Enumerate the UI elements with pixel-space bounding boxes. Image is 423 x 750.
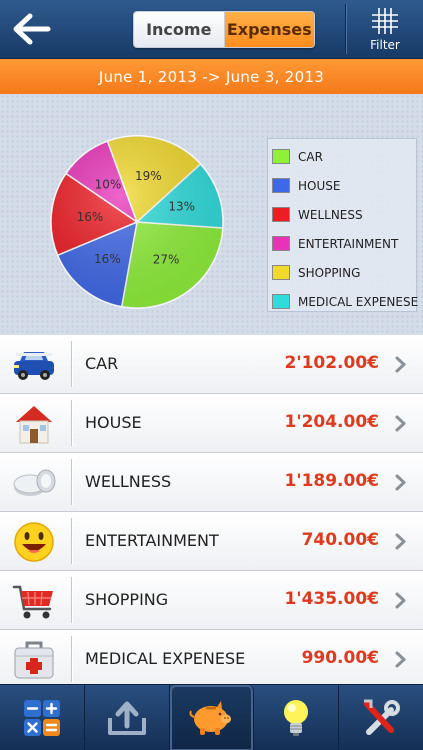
income-segment[interactable]: Income — [134, 12, 225, 47]
pie-label-entertainment: 10% — [95, 178, 122, 192]
category-row-shopping[interactable]: SHOPPING 1'435.00€ — [0, 571, 423, 630]
category-label: MEDICAL EXPENESE — [85, 649, 246, 668]
category-amount: 2'102.00€ — [284, 353, 379, 373]
category-label: SHOPPING — [85, 590, 169, 609]
category-row-car[interactable]: CAR 2'102.00€ — [0, 335, 423, 394]
tab-settings[interactable] — [339, 685, 423, 750]
chevron-right-icon — [395, 474, 406, 491]
pie-chart: 27% 16% 16% 10% 19% 13% — [50, 135, 224, 309]
smiley-icon — [10, 520, 58, 564]
filter-button[interactable]: Filter — [350, 4, 420, 56]
category-amount: 740.00€ — [301, 530, 379, 550]
legend-entry-wellness: WELLNESS — [272, 200, 416, 229]
legend-entry-medical-expenese: MEDICAL EXPENESE — [272, 287, 419, 316]
legend-entry-shopping: SHOPPING — [272, 258, 416, 287]
legend-swatch — [272, 294, 290, 309]
lightbulb-icon — [284, 700, 309, 736]
piggy-bank-icon — [189, 701, 232, 735]
row-divider — [71, 341, 72, 387]
category-amount: 1'189.00€ — [284, 471, 379, 491]
date-range-bar[interactable]: June 1, 2013 -> June 3, 2013 — [0, 59, 423, 94]
legend-swatch — [272, 207, 290, 222]
back-button[interactable] — [10, 10, 54, 48]
category-label: HOUSE — [85, 413, 142, 432]
filter-divider — [345, 4, 346, 54]
legend-label: SHOPPING — [298, 265, 361, 280]
legend-swatch — [272, 149, 290, 164]
category-label: CAR — [85, 354, 119, 373]
chevron-right-icon — [395, 356, 406, 373]
medical-kit-icon — [10, 638, 58, 682]
tab-piggy-bank[interactable] — [169, 685, 255, 750]
category-label: WELLNESS — [85, 472, 172, 491]
legend-label: MEDICAL EXPENESE — [298, 294, 419, 309]
tools-icon — [364, 699, 401, 735]
category-amount: 990.00€ — [301, 648, 379, 668]
legend-entry-house: HOUSE — [272, 171, 416, 200]
car-icon — [10, 343, 58, 387]
grid-filter-icon — [372, 8, 398, 34]
calculator-icon — [23, 700, 60, 736]
category-row-medical-expenese[interactable]: MEDICAL EXPENESE 990.00€ — [0, 630, 423, 684]
pie-label-car: 27% — [153, 252, 180, 266]
date-range-text: June 1, 2013 -> June 3, 2013 — [98, 67, 325, 86]
legend-label: ENTERTAINMENT — [298, 236, 399, 251]
income-expenses-segmented-control: Income Expenses — [133, 11, 315, 48]
wellness-icon — [10, 461, 58, 505]
row-divider — [71, 518, 72, 564]
chart-legend: CAR HOUSE WELLNESS ENTERTAINMENT SHOPPING MED… — [267, 138, 418, 312]
tab-export[interactable] — [85, 685, 170, 750]
expenses-segment[interactable]: Expenses — [224, 12, 314, 47]
tab-tips[interactable] — [254, 685, 340, 750]
chevron-right-icon — [395, 592, 406, 609]
pie-label-wellness: 16% — [77, 210, 104, 224]
category-row-entertainment[interactable]: ENTERTAINMENT 740.00€ — [0, 512, 423, 571]
legend-swatch — [272, 178, 290, 193]
legend-label: HOUSE — [298, 178, 341, 193]
chevron-right-icon — [395, 651, 406, 668]
header-bar: Income Expenses Filter — [0, 0, 423, 59]
pie-label-shopping: 19% — [135, 169, 162, 183]
chevron-right-icon — [395, 415, 406, 432]
legend-swatch — [272, 236, 290, 251]
category-row-wellness[interactable]: WELLNESS 1'189.00€ — [0, 453, 423, 512]
legend-entry-entertainment: ENTERTAINMENT — [272, 229, 416, 258]
category-amount: 1'204.00€ — [284, 412, 379, 432]
shopping-cart-icon — [10, 579, 58, 623]
legend-label: WELLNESS — [298, 207, 363, 222]
legend-label: CAR — [298, 149, 323, 164]
tab-bar — [0, 684, 423, 750]
pie-gloss — [51, 136, 223, 308]
category-row-house[interactable]: HOUSE 1'204.00€ — [0, 394, 423, 453]
row-divider — [71, 636, 72, 682]
legend-entry-car: CAR — [272, 142, 416, 171]
pie-label-house: 16% — [94, 252, 121, 266]
category-label: ENTERTAINMENT — [85, 531, 219, 550]
chevron-right-icon — [395, 533, 406, 550]
pie-label-medical-expenese: 13% — [168, 199, 195, 213]
category-list: CAR 2'102.00€ HOUSE 1'204.00€ WELLNESS 1'189.… — [0, 335, 423, 684]
row-divider — [71, 400, 72, 446]
row-divider — [71, 577, 72, 623]
category-amount: 1'435.00€ — [284, 589, 379, 609]
chart-area: 27% 16% 16% 10% 19% 13% CAR HOUSE WELLNESS ENTER… — [0, 94, 423, 335]
back-arrow-icon — [13, 13, 51, 45]
export-icon — [107, 701, 146, 735]
filter-label: Filter — [370, 38, 400, 52]
row-divider — [71, 459, 72, 505]
legend-swatch — [272, 265, 290, 280]
tab-calculator[interactable] — [0, 685, 85, 750]
house-icon — [10, 402, 58, 446]
